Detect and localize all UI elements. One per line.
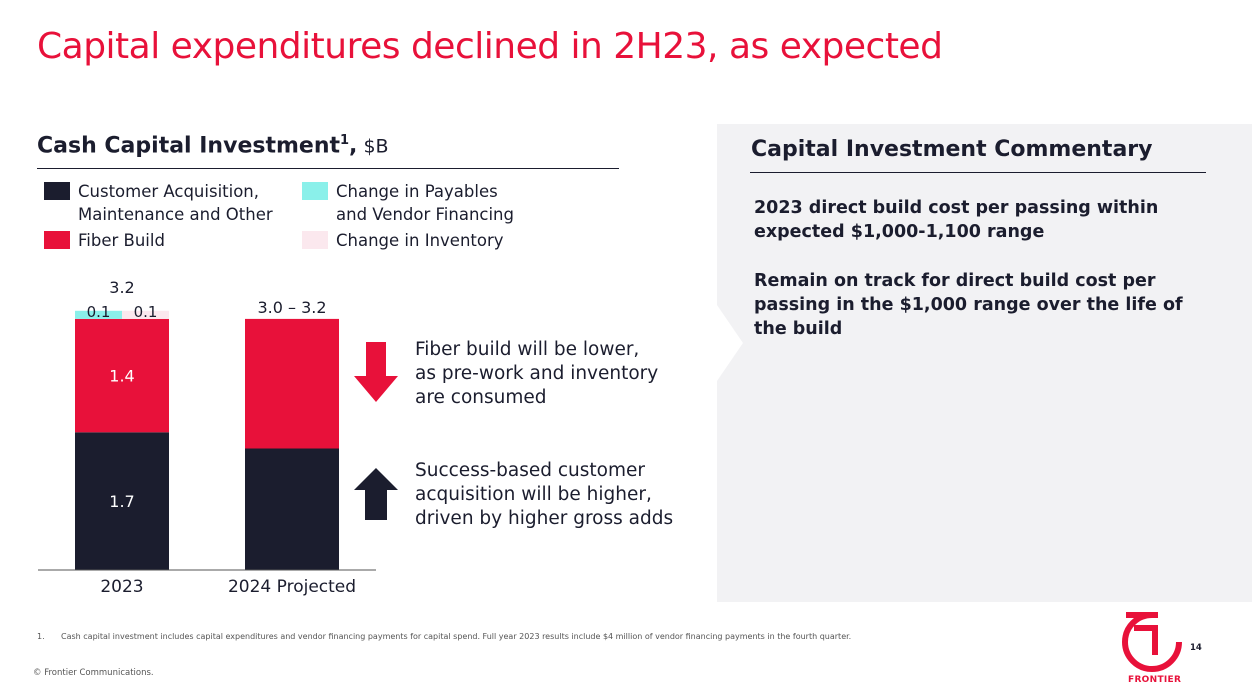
logo-text: FRONTIER xyxy=(1128,675,1182,685)
legend-swatch xyxy=(302,231,328,249)
footnote-number: 1. xyxy=(37,632,45,641)
bar-segment xyxy=(122,310,169,319)
bar-total-label: 3.2 xyxy=(109,278,134,297)
bar-data-label: 0.1 xyxy=(87,303,111,321)
bar-segment xyxy=(245,318,339,449)
chart-title: Cash Capital Investment1, $B xyxy=(37,133,389,158)
commentary-point: Remain on track for direct build cost pe… xyxy=(754,271,1183,339)
chart-title-divider xyxy=(37,168,619,169)
panel-notch xyxy=(717,305,743,381)
bar-segment xyxy=(75,310,122,319)
copyright: © Frontier Communications. xyxy=(33,668,154,678)
bar-data-label: 0.1 xyxy=(134,303,158,321)
bar-segment xyxy=(75,318,169,433)
x-tick-label: 2024 Projected xyxy=(228,577,356,597)
legend-label: Change in Inventory xyxy=(336,231,504,250)
footnote-marker: 1 xyxy=(340,133,350,148)
footnote-text: Cash capital investment includes capital… xyxy=(61,632,852,641)
legend-label: Fiber Build xyxy=(78,231,165,250)
legend-item-inventory: Change in Inventory xyxy=(302,229,504,252)
page-number: 14 xyxy=(1190,643,1202,653)
legend-swatch xyxy=(44,231,70,249)
bar-segment xyxy=(245,448,339,570)
x-tick-label: 2023 xyxy=(100,577,143,597)
note-fiber-build: Fiber build will be lower, as pre-work a… xyxy=(415,339,659,408)
chart-title-text: Cash Capital Investment xyxy=(37,133,340,159)
bar-data-label: 1.4 xyxy=(109,367,134,386)
chart-title-comma: , xyxy=(349,133,358,159)
legend-item-fiber-build: Fiber Build xyxy=(44,229,165,252)
legend-label: Change in Payables and Vendor Financing xyxy=(336,182,514,224)
legend-label: Customer Acquisition, Maintenance and Ot… xyxy=(78,182,273,224)
legend-item-payables: Change in Payables and Vendor Financing xyxy=(302,180,514,226)
commentary-title: Capital Investment Commentary xyxy=(751,137,1153,162)
legend-swatch xyxy=(302,182,328,200)
arrow-up-shape xyxy=(354,468,398,520)
commentary-panel xyxy=(717,124,1252,602)
bar-total-label: 3.0 – 3.2 xyxy=(257,298,326,317)
arrow-down-shape xyxy=(354,342,398,402)
frontier-logo-icon xyxy=(1122,612,1182,672)
chart-unit: $B xyxy=(357,135,389,158)
page-title: Capital expenditures declined in 2H23, a… xyxy=(37,26,943,67)
note-customer-acquisition: Success-based customer acquisition will … xyxy=(415,460,674,529)
legend-item-customer-acquisition: Customer Acquisition, Maintenance and Ot… xyxy=(44,180,273,226)
commentary-point: 2023 direct build cost per passing withi… xyxy=(754,198,1159,242)
bar-segment xyxy=(75,432,169,570)
arrow-down-icon xyxy=(354,342,398,402)
bar-data-label: 1.7 xyxy=(109,492,134,511)
legend-swatch xyxy=(44,182,70,200)
footnote: 1. Cash capital investment includes capit… xyxy=(37,632,851,641)
commentary-divider xyxy=(750,172,1206,173)
arrow-up-icon xyxy=(354,468,398,520)
